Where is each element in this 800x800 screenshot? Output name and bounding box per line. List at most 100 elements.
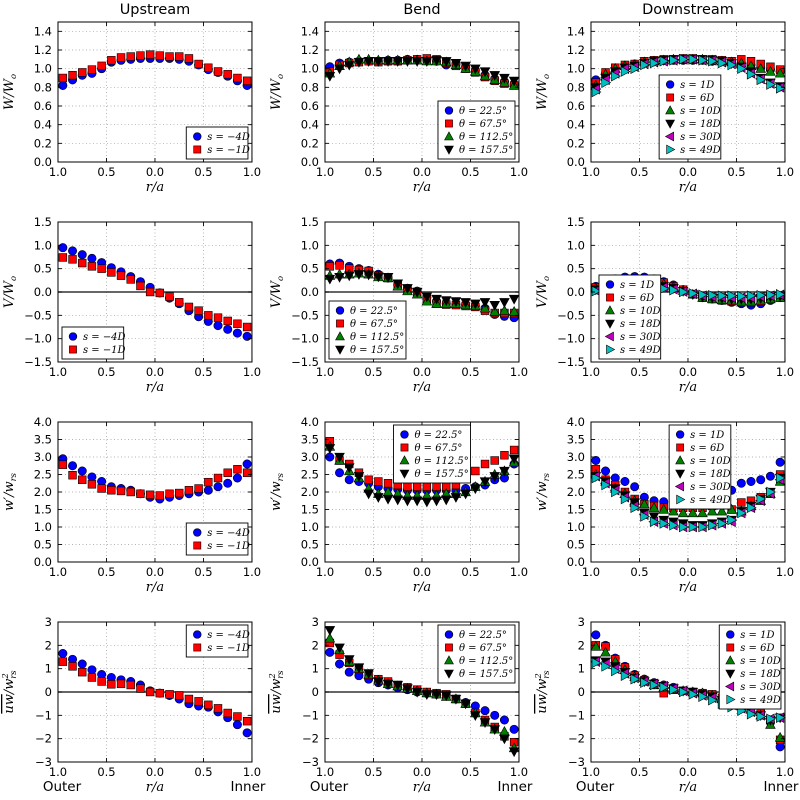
y-tick-label: 0.6 — [300, 99, 318, 113]
y-tick-label: 0.4 — [34, 118, 52, 132]
legend-label: s = 18D — [620, 319, 661, 330]
y-tick-label: 0 — [311, 685, 318, 699]
x-tick-label: 1.0 — [509, 765, 527, 779]
x-tick-label: 0.5 — [364, 365, 382, 379]
legend-label: θ = 22.5° — [414, 430, 462, 441]
x-axis-label: r/a — [679, 380, 697, 395]
y-tick-label: 3 — [578, 615, 585, 629]
y-tick-label: 1.5 — [300, 502, 318, 516]
y-tick-label: −0.5 — [24, 308, 52, 322]
x-tick-label: 0.0 — [679, 365, 697, 379]
x-tick-label: 0.0 — [413, 565, 431, 579]
outer-label: Outer — [576, 779, 615, 795]
y-tick-label: 1.5 — [34, 502, 52, 516]
legend-label: s = −1D — [207, 643, 250, 654]
legend-label: s = 49D — [690, 495, 731, 506]
y-axis-label: W/Wo — [269, 74, 286, 110]
axes — [324, 21, 520, 163]
x-tick-label: 1.0 — [582, 565, 600, 579]
y-tick-label: 0.2 — [300, 136, 318, 150]
x-tick-label: 0.5 — [97, 365, 115, 379]
x-tick-label: 1.0 — [316, 165, 334, 179]
x-tick-label: 1.0 — [776, 565, 794, 579]
x-tick-label: 0.5 — [631, 765, 649, 779]
series-θ = 157.5° — [324, 626, 520, 758]
y-tick-label: 0.0 — [34, 155, 52, 169]
y-tick-label: 2.0 — [300, 485, 318, 499]
panel-downstream-v: 1.0 0.5 0.0 0.5 1.0−1.5−1.0−0.50.00.51.01.5r… — [535, 215, 794, 395]
y-axis-label: uw/w2rs — [1, 670, 19, 714]
legend-label: s = 10D — [680, 106, 721, 117]
y-tick-label: 0.5 — [567, 262, 585, 276]
x-tick-label: 0.0 — [146, 165, 164, 179]
x-tick-label: 1.0 — [509, 565, 527, 579]
y-axis-label: w′/wrs — [535, 472, 552, 511]
legend: s = 1D s = 6D s = 10D s = 18D s = 30D s = 49D — [719, 624, 782, 710]
column-title-bend: Bend — [403, 2, 440, 18]
legend: θ = 22.5° θ = 67.5° θ = 112.5° θ = 157.5° — [437, 100, 516, 160]
y-tick-label: 1 — [311, 662, 318, 676]
y-tick-label: −1.0 — [291, 332, 319, 346]
y-tick-label: 2 — [578, 638, 585, 652]
legend: s = 1D s = 6D s = 10D s = 18D s = 30D s = 49D — [598, 274, 662, 360]
y-tick-label: 3.5 — [300, 432, 318, 446]
panel-downstream-w: 1.0 0.5 0.0 0.5 1.00.00.20.40.60.81.01.21.4D… — [535, 2, 794, 195]
legend-label: s = −4D — [83, 332, 126, 343]
x-tick-label: 0.0 — [146, 365, 164, 379]
y-tick-label: 0.4 — [567, 118, 585, 132]
legend-label: s = 49D — [680, 145, 721, 156]
x-tick-label: 0.5 — [631, 365, 649, 379]
y-tick-label: 0.0 — [34, 555, 52, 569]
x-axis-label: r/a — [679, 180, 697, 195]
y-axis-label: uw/w2rs — [268, 670, 286, 714]
y-tick-label: −0.5 — [291, 308, 319, 322]
x-tick-label: 0.5 — [364, 765, 382, 779]
y-tick-label: 1 — [45, 662, 52, 676]
y-tick-label: 1.0 — [567, 238, 585, 252]
axes — [590, 621, 786, 763]
x-tick-label: 0.5 — [364, 565, 382, 579]
y-tick-label: 0.5 — [34, 537, 52, 551]
y-tick-label: 0.8 — [300, 80, 318, 94]
x-tick-label: 0.5 — [461, 165, 479, 179]
y-tick-label: 3 — [311, 615, 318, 629]
y-tick-label: −2 — [302, 732, 319, 746]
axes — [590, 421, 786, 563]
y-axis-label: V/Wo — [269, 276, 286, 308]
y-tick-label: −3 — [568, 755, 585, 769]
x-tick-label: 0.5 — [728, 165, 746, 179]
y-tick-label: 1.4 — [567, 24, 585, 38]
y-tick-label: 3.0 — [300, 450, 318, 464]
x-axis-label: r/a — [146, 180, 164, 195]
x-tick-label: 1.0 — [582, 765, 600, 779]
x-tick-label: 0.0 — [146, 565, 164, 579]
y-tick-label: 0.6 — [567, 99, 585, 113]
y-tick-label: 1.2 — [34, 43, 52, 57]
y-tick-label: 1.2 — [567, 43, 585, 57]
axes — [57, 21, 253, 163]
legend-label: s = 49D — [741, 695, 782, 706]
y-tick-label: −1.5 — [557, 355, 585, 369]
x-tick-label: 1.0 — [776, 365, 794, 379]
y-tick-label: 4.0 — [34, 415, 52, 429]
x-tick-label: 1.0 — [49, 165, 67, 179]
legend-label: θ = 22.5° — [459, 630, 507, 641]
x-tick-label: 0.5 — [194, 765, 212, 779]
y-axis-label: uw/w2rs — [534, 670, 552, 714]
legend-label: θ = 157.5° — [459, 669, 513, 680]
legend-label: s = −4D — [207, 528, 250, 539]
y-tick-label: 1.5 — [34, 215, 52, 229]
legend: s = −4D s = −1D — [185, 624, 250, 658]
x-tick-label: 0.5 — [97, 165, 115, 179]
legend-label: θ = 67.5° — [414, 443, 462, 454]
y-tick-label: 1.0 — [34, 62, 52, 76]
legend: θ = 22.5° θ = 67.5° θ = 112.5° θ = 157.5° — [328, 300, 407, 360]
y-tick-label: 1.0 — [567, 62, 585, 76]
x-axis-label: r/a — [412, 380, 430, 395]
y-tick-label: 1.0 — [300, 238, 318, 252]
x-tick-label: 1.0 — [316, 365, 334, 379]
y-tick-label: 3.0 — [34, 450, 52, 464]
y-tick-label: −1 — [568, 708, 585, 722]
legend-label: s = 10D — [620, 306, 661, 317]
